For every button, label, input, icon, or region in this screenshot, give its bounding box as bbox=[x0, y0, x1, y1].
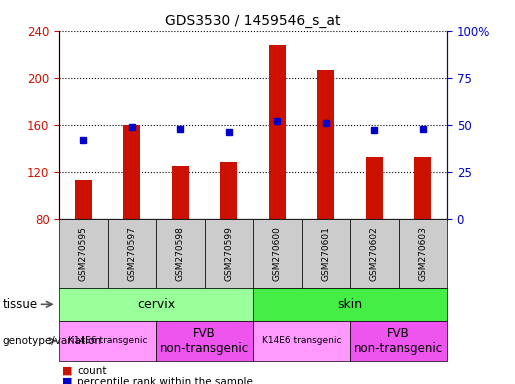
Text: ■: ■ bbox=[62, 377, 72, 384]
Text: tissue: tissue bbox=[3, 298, 38, 311]
Text: GSM270602: GSM270602 bbox=[370, 226, 379, 281]
Bar bbox=[124, 125, 141, 219]
Text: K14E6 transgenic: K14E6 transgenic bbox=[262, 336, 341, 345]
Text: GSM270603: GSM270603 bbox=[418, 226, 427, 281]
Text: K14E6 transgenic: K14E6 transgenic bbox=[68, 336, 147, 345]
Title: GDS3530 / 1459546_s_at: GDS3530 / 1459546_s_at bbox=[165, 14, 341, 28]
Text: GSM270600: GSM270600 bbox=[273, 226, 282, 281]
Text: FVB
non-transgenic: FVB non-transgenic bbox=[354, 327, 443, 355]
Text: FVB
non-transgenic: FVB non-transgenic bbox=[160, 327, 249, 355]
Bar bbox=[366, 157, 383, 219]
Bar bbox=[269, 45, 286, 219]
Bar bbox=[317, 70, 334, 219]
Text: skin: skin bbox=[337, 298, 363, 311]
Bar bbox=[172, 166, 189, 219]
Text: cervix: cervix bbox=[137, 298, 175, 311]
Text: GSM270598: GSM270598 bbox=[176, 226, 185, 281]
Text: GSM270601: GSM270601 bbox=[321, 226, 330, 281]
Text: percentile rank within the sample: percentile rank within the sample bbox=[77, 377, 253, 384]
Bar bbox=[75, 180, 92, 219]
Bar bbox=[220, 162, 237, 219]
Bar bbox=[414, 157, 431, 219]
Text: GSM270595: GSM270595 bbox=[79, 226, 88, 281]
Text: count: count bbox=[77, 366, 107, 376]
Text: GSM270597: GSM270597 bbox=[127, 226, 136, 281]
Text: genotype/variation: genotype/variation bbox=[3, 336, 101, 346]
Text: ■: ■ bbox=[62, 366, 72, 376]
Text: GSM270599: GSM270599 bbox=[225, 226, 233, 281]
